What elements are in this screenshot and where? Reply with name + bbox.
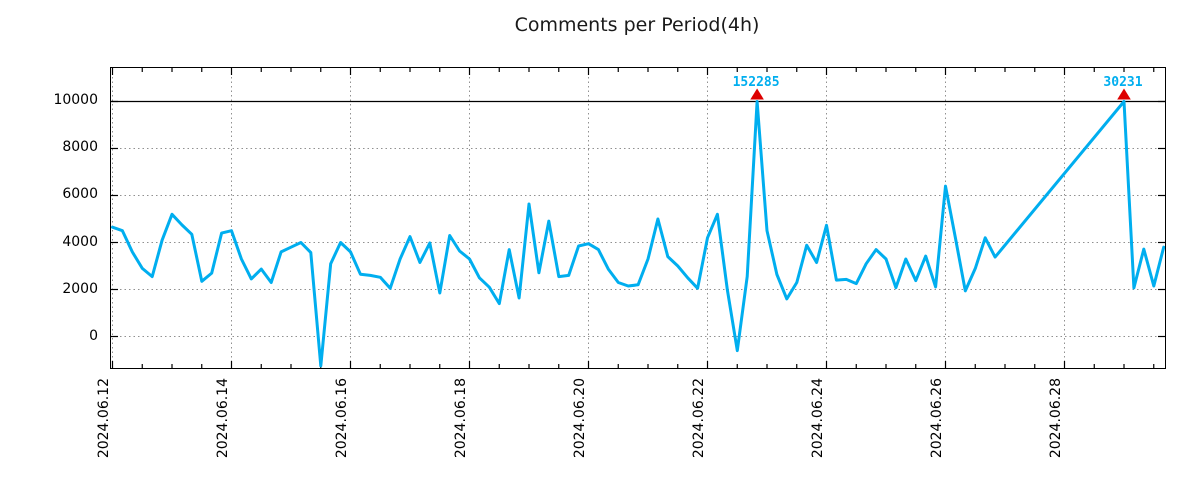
y-tick-label: 2000	[62, 280, 98, 297]
peak-marker-icon	[750, 88, 764, 100]
x-tick-label: 2024.06.20	[571, 378, 588, 459]
x-tick-label: 2024.06.28	[1047, 378, 1064, 459]
chart-title: Comments per Period(4h)	[514, 14, 760, 36]
peak-marker-icon	[1117, 88, 1131, 100]
y-tick-label: 4000	[62, 233, 98, 250]
y-tick-label: 6000	[62, 186, 98, 203]
x-tick-label: 2024.06.22	[690, 378, 707, 459]
x-tick-label: 2024.06.16	[333, 378, 350, 459]
y-tick-label: 10000	[53, 92, 98, 109]
x-tick-label: 2024.06.24	[809, 378, 826, 459]
y-tick-label: 0	[89, 327, 98, 344]
peak-annotation: 30231	[1103, 75, 1143, 90]
plot-svg	[111, 68, 1165, 368]
plot-area	[110, 67, 1166, 369]
x-tick-label: 2024.06.12	[95, 378, 112, 459]
peak-annotation: 152285	[732, 75, 780, 90]
x-tick-label: 2024.06.26	[928, 378, 945, 459]
x-tick-label: 2024.06.14	[214, 378, 231, 459]
y-tick-label: 8000	[62, 139, 98, 156]
x-tick-label: 2024.06.18	[452, 378, 469, 459]
series-line	[111, 100, 1165, 368]
